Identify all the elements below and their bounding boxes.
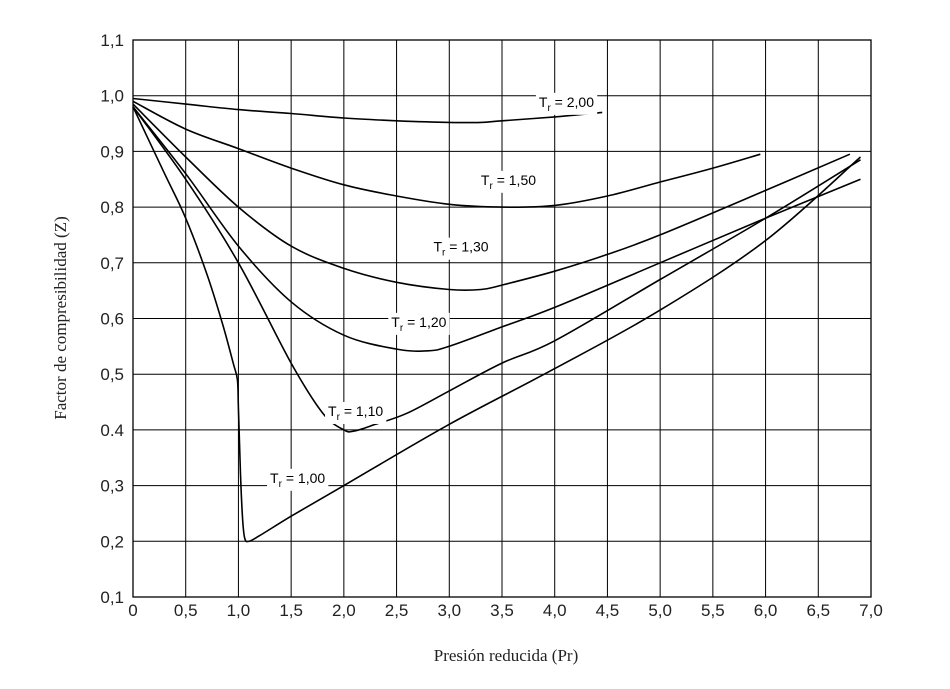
x-tick-label: 5,0 (648, 601, 672, 620)
y-tick-label: 0,2 (100, 532, 124, 551)
y-tick-label: 0,5 (100, 365, 124, 384)
grid-lines (133, 40, 871, 597)
x-tick-labels: 0 0,5 1,0 1,5 2,0 2,5 3,0 3,5 4,0 4,5 5,0 5,5 6,0 6,5… (128, 601, 883, 620)
isotherm-curve (132, 106, 861, 352)
isotherm-curve (132, 100, 761, 208)
isotherm-curve (132, 97, 603, 124)
y-axis-title: Factor de compresibilidad (Z) (51, 216, 70, 419)
x-tick-label: 5,5 (701, 601, 725, 620)
isotherm-label-background (388, 312, 450, 335)
y-tick-label: 0,6 (100, 310, 124, 329)
isotherm-curve (132, 106, 861, 433)
isotherm-label: Tr = 2,00 (539, 94, 594, 114)
isotherm-label-background (325, 401, 387, 424)
y-tick-label: 0.4 (100, 421, 124, 440)
x-tick-label: 4,5 (596, 601, 620, 620)
y-tick-label: 1,0 (100, 87, 124, 106)
x-tick-label: 1,5 (279, 601, 303, 620)
isotherm-label: Tr = 1,10 (328, 403, 383, 423)
plot-frame (132, 39, 872, 598)
curves-group (132, 97, 862, 543)
y-tick-label: 0,1 (100, 588, 124, 607)
y-tick-label: 0,8 (100, 198, 124, 217)
isotherm-label-background (267, 468, 329, 491)
isotherm-label: Tr = 1,00 (270, 470, 325, 490)
x-axis-title: Presión reducida (Pr) (434, 646, 578, 665)
isotherm-label: Tr = 1,50 (481, 172, 536, 192)
x-tick-label: 0 (128, 601, 137, 620)
y-tick-label: 0,9 (100, 142, 124, 161)
isotherm-label-background (430, 237, 492, 260)
x-tick-label: 2,5 (385, 601, 409, 620)
curve-labels-group: Tr = 1,00 Tr = 1,10 Tr = 1,20 Tr = 1,30 Tr =… (267, 92, 598, 491)
x-tick-label: 3,0 (437, 601, 461, 620)
isotherm-label-background (477, 170, 540, 193)
isotherm-label: Tr = 1,20 (391, 314, 446, 334)
isotherm-label: Tr = 1,30 (433, 239, 488, 259)
isotherm-curve (132, 106, 862, 543)
y-tick-label: 0,7 (100, 254, 124, 273)
x-tick-label: 1,0 (227, 601, 251, 620)
y-tick-label: 0,3 (100, 477, 124, 496)
x-tick-label: 4,0 (543, 601, 567, 620)
x-tick-label: 3,5 (490, 601, 514, 620)
isotherm-label-background (535, 92, 598, 115)
y-tick-label: 1,1 (100, 31, 124, 50)
x-tick-label: 6,0 (754, 601, 778, 620)
y-tick-labels: 0,1 0,2 0,3 0.4 0,5 0,6 0,7 0,8 0,9 1,0 1,1 (100, 31, 124, 607)
x-tick-label: 7,0 (859, 601, 883, 620)
isotherm-curve (132, 103, 851, 292)
x-tick-label: 6,5 (806, 601, 830, 620)
x-tick-label: 2,0 (332, 601, 356, 620)
x-tick-label: 0,5 (174, 601, 198, 620)
